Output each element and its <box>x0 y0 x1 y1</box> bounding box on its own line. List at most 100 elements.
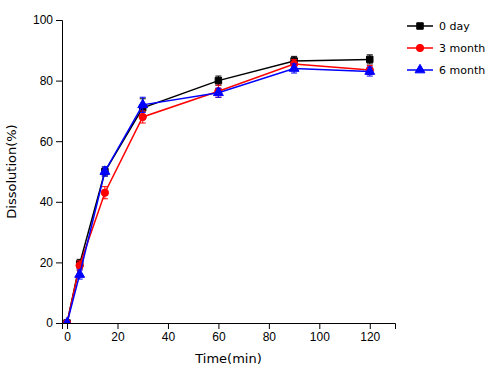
error-cap <box>291 59 297 60</box>
error-cap <box>77 279 83 280</box>
tick: 120 <box>360 323 380 344</box>
tick-label: 60 <box>212 330 226 344</box>
tick-mark <box>319 323 320 329</box>
tick-mark <box>56 20 62 21</box>
error-cap <box>215 97 221 98</box>
tick-label: 100 <box>310 330 330 344</box>
line <box>67 64 370 323</box>
tick: 40 <box>162 323 176 344</box>
tick-label: 80 <box>40 74 54 88</box>
legend-item: 3 month <box>407 42 485 55</box>
series <box>63 59 373 323</box>
tick-label: 100 <box>33 13 53 27</box>
axis-line <box>56 21 63 324</box>
tick-mark <box>56 202 62 203</box>
tick: 40 <box>40 195 62 209</box>
error-cap <box>102 176 108 177</box>
tick-mark <box>168 323 169 329</box>
error-cap <box>102 186 108 187</box>
tick: 100 <box>310 323 330 344</box>
error-cap <box>140 123 146 124</box>
y-axis-title: Dissolution(%) <box>4 124 19 218</box>
tick-mark <box>56 262 62 263</box>
tick-mark <box>118 323 119 329</box>
tick: 100 <box>33 13 62 27</box>
tick-label: 20 <box>111 330 125 344</box>
marks <box>62 55 375 323</box>
tick-mark <box>370 323 371 329</box>
tick-mark <box>56 141 62 142</box>
error-cap <box>367 63 373 64</box>
point <box>100 166 110 175</box>
tick-mark <box>56 323 62 324</box>
legend-label: 0 day <box>439 20 470 33</box>
error-cap <box>77 260 83 261</box>
error-cap <box>102 176 108 177</box>
tick: 20 <box>111 323 125 344</box>
point <box>75 269 85 278</box>
error-bar <box>140 111 146 123</box>
tick-label: 80 <box>263 330 277 344</box>
error-cap <box>367 54 373 55</box>
point <box>215 77 221 83</box>
tick-label: 0 <box>64 330 71 344</box>
error-cap <box>215 97 221 98</box>
legend-marker <box>417 23 423 29</box>
y-axis: 0 20 40 60 80 100 <box>33 13 63 330</box>
error-cap <box>291 73 297 74</box>
tick: 80 <box>40 74 62 88</box>
error-cap <box>215 85 221 86</box>
point <box>289 63 299 72</box>
error-cap <box>215 76 221 77</box>
legend-item: 6 month <box>407 64 485 77</box>
point <box>62 317 72 323</box>
error-cap <box>367 76 373 77</box>
tick-label: 0 <box>46 316 53 330</box>
tick: 20 <box>40 256 62 270</box>
legend-item: 0 day <box>407 20 470 33</box>
tick: 80 <box>263 323 277 344</box>
point <box>367 56 373 62</box>
tick-mark <box>56 81 62 82</box>
point <box>365 66 375 75</box>
tick-label: 60 <box>40 135 54 149</box>
series <box>64 55 373 323</box>
error-cap <box>140 112 146 113</box>
tick-mark <box>269 323 270 329</box>
error-cap <box>215 85 221 86</box>
line <box>67 68 370 323</box>
tick-label: 40 <box>162 330 176 344</box>
point <box>139 113 146 120</box>
error-cap <box>102 198 108 199</box>
tick-mark <box>218 323 219 329</box>
error-bar <box>102 187 108 199</box>
point <box>138 99 148 108</box>
chart-container: 0 20 40 60 80 100 120 0 20 40 60 80 100 Time(min) Diss… <box>0 0 500 375</box>
tick: 0 <box>64 323 71 344</box>
error-cap <box>291 56 297 57</box>
point <box>101 189 108 196</box>
series <box>62 63 375 323</box>
axis-line <box>63 324 396 330</box>
point <box>213 87 223 96</box>
x-axis-title: Time(min) <box>194 351 261 366</box>
tick-label: 20 <box>40 256 54 270</box>
x-axis: 0 20 40 60 80 100 120 <box>63 323 396 344</box>
tick: 0 <box>46 316 62 330</box>
error-bar <box>367 55 373 64</box>
legend-marker <box>415 64 425 73</box>
legend-label: 6 month <box>439 64 485 77</box>
error-bar <box>215 76 221 85</box>
line <box>67 59 370 323</box>
tick: 60 <box>212 323 226 344</box>
tick-label: 40 <box>40 195 54 209</box>
legend-label: 3 month <box>439 42 485 55</box>
legend: 0 day 3 month 6 month <box>407 20 485 77</box>
tick-label: 120 <box>360 330 380 344</box>
tick-mark <box>67 323 68 329</box>
legend-marker <box>416 44 423 51</box>
error-cap <box>140 97 146 98</box>
tick: 60 <box>40 135 62 149</box>
chart: 0 20 40 60 80 100 120 0 20 40 60 80 100 Time(min) Diss… <box>0 0 500 375</box>
plot: 0 20 40 60 80 100 120 0 20 40 60 80 100 <box>33 13 396 343</box>
